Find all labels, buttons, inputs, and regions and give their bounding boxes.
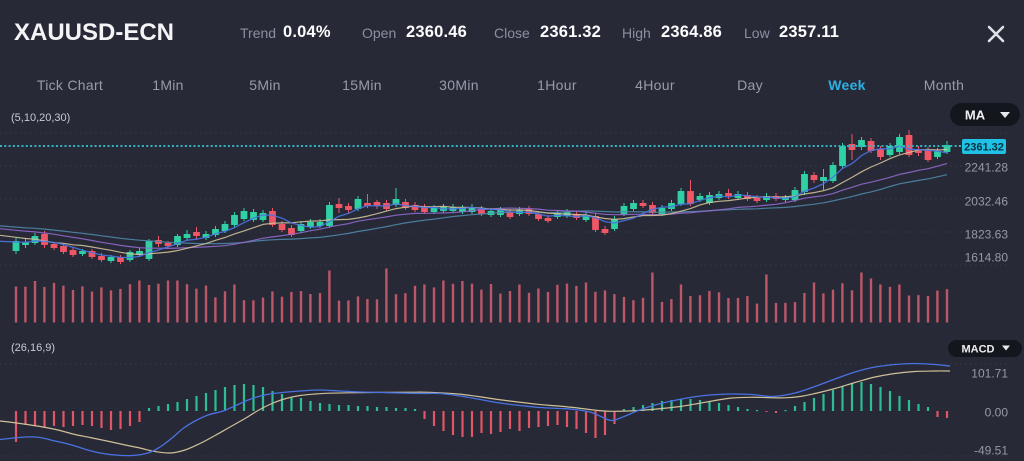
svg-text:1823.63: 1823.63 xyxy=(965,228,1009,242)
svg-text:2361.32: 2361.32 xyxy=(964,142,1004,154)
svg-text:101.71: 101.71 xyxy=(971,367,1008,381)
svg-text:(26,16,9): (26,16,9) xyxy=(11,342,55,354)
svg-text:1614.80: 1614.80 xyxy=(965,251,1009,265)
svg-text:2032.46: 2032.46 xyxy=(965,195,1009,209)
svg-text:-49.51: -49.51 xyxy=(974,444,1008,458)
svg-text:(5,10,20,30): (5,10,20,30) xyxy=(11,112,70,124)
svg-text:2241.28: 2241.28 xyxy=(965,161,1009,175)
svg-text:MACD: MACD xyxy=(962,344,995,356)
svg-text:0.00: 0.00 xyxy=(985,406,1009,420)
svg-text:MA: MA xyxy=(965,108,986,123)
